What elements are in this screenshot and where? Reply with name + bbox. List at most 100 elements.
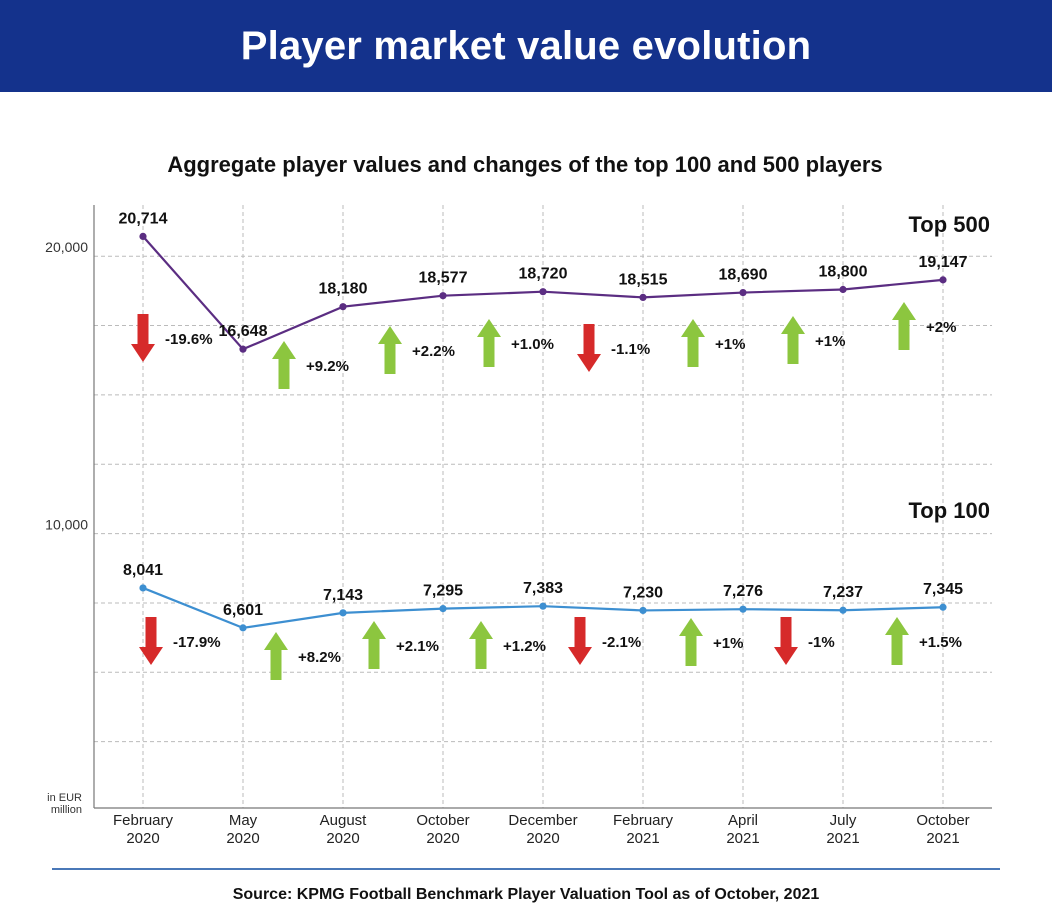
x-tick-label: February [613,812,674,829]
data-point [639,293,647,301]
data-point [339,609,347,617]
arrow-down-icon [139,617,163,665]
x-tick-label: 2020 [426,830,459,847]
x-tick-label: December [508,812,577,829]
change-label: +8.2% [298,649,341,666]
y-tick-label: 20,000 [45,239,88,255]
x-tick-label: May [229,812,258,829]
x-tick-label: 2020 [126,830,159,847]
change-label: -17.9% [173,634,221,651]
chart-series [139,232,947,632]
x-tick-label: April [728,812,758,829]
data-point [939,603,947,611]
change-label: +1.5% [919,634,962,651]
x-tick-label: 2020 [226,830,259,847]
data-point [139,584,147,592]
data-label: 8,041 [123,562,163,579]
data-label: 7,237 [823,584,863,601]
footer-divider [52,868,1000,870]
data-point [339,303,347,311]
x-tick-label: 2021 [626,830,659,847]
data-label: 7,383 [523,580,563,597]
data-label: 16,648 [219,323,268,340]
data-label: 7,230 [623,584,663,601]
x-tick-label: August [320,812,368,829]
data-point [139,232,147,240]
change-label: +1% [713,635,743,652]
x-tick-label: October [916,812,969,829]
data-point [439,292,447,300]
data-label: 20,714 [119,210,168,227]
change-label: -1.1% [611,341,650,358]
x-tick-label: 2021 [926,830,959,847]
data-point [639,606,647,615]
data-point [839,285,847,294]
data-label: 7,295 [423,583,463,600]
change-label: +2.2% [412,343,455,360]
source-note: Source: KPMG Football Benchmark Player V… [232,886,820,903]
data-label: 18,800 [819,263,868,280]
arrow-up-icon [681,319,705,367]
y-axis-unit-label: in EUR [47,792,82,804]
x-tick-label: February [113,812,174,829]
title-banner: Player market value evolution [0,0,1052,92]
y-tick-label: 10,000 [45,517,88,533]
change-label: -2.1% [602,634,641,651]
data-label: 18,690 [719,267,768,284]
change-label: -19.6% [165,331,213,348]
x-tick-label: 2021 [726,830,759,847]
data-label: 19,147 [919,254,968,271]
chart-grid [94,205,992,808]
arrow-up-icon [469,621,493,669]
data-point [539,288,547,296]
x-tick-label: July [830,812,857,829]
arrow-up-icon [892,302,916,350]
change-label: +1.0% [511,336,554,353]
arrow-up-icon [362,621,386,669]
series-name-top100: Top 100 [908,498,990,523]
change-label: +2.1% [396,638,439,655]
change-label: -1% [808,634,835,651]
change-label: +2% [926,319,956,336]
chart-title: Aggregate player values and changes of t… [167,152,882,177]
data-label: 18,720 [519,266,568,283]
data-point [739,288,747,297]
change-label: +9.2% [306,358,349,375]
series-name-top500: Top 500 [908,212,990,237]
arrow-up-icon [781,316,805,364]
arrow-up-icon [264,632,288,680]
arrow-down-icon [568,617,592,665]
arrow-up-icon [378,326,402,374]
data-point [239,624,247,632]
change-label: +1% [815,333,845,350]
arrow-down-icon [131,314,155,362]
data-label: 7,143 [323,587,363,604]
data-point [539,602,547,610]
arrow-up-icon [272,341,296,389]
y-axis-unit-label: million [51,804,82,816]
arrow-up-icon [477,319,501,367]
data-label: 18,577 [419,270,468,287]
arrow-up-icon [679,618,703,666]
arrow-up-icon [885,617,909,665]
x-tick-label: October [416,812,469,829]
data-point [739,605,747,613]
data-point [939,276,947,284]
arrow-down-icon [774,617,798,665]
change-label: +1% [715,336,745,353]
data-point [239,345,247,353]
x-tick-label: 2020 [526,830,559,847]
page-title: Player market value evolution [240,23,812,68]
x-tick-label: 2021 [826,830,859,847]
arrow-down-icon [577,324,601,372]
data-label: 7,345 [923,581,963,598]
data-label: 6,601 [223,602,263,619]
data-label: 18,180 [319,281,368,298]
x-tick-label: 2020 [326,830,359,847]
data-label: 7,276 [723,583,763,600]
data-point [839,606,847,614]
change-label: +1.2% [503,638,546,655]
data-label: 18,515 [619,271,668,288]
data-point [439,605,447,613]
